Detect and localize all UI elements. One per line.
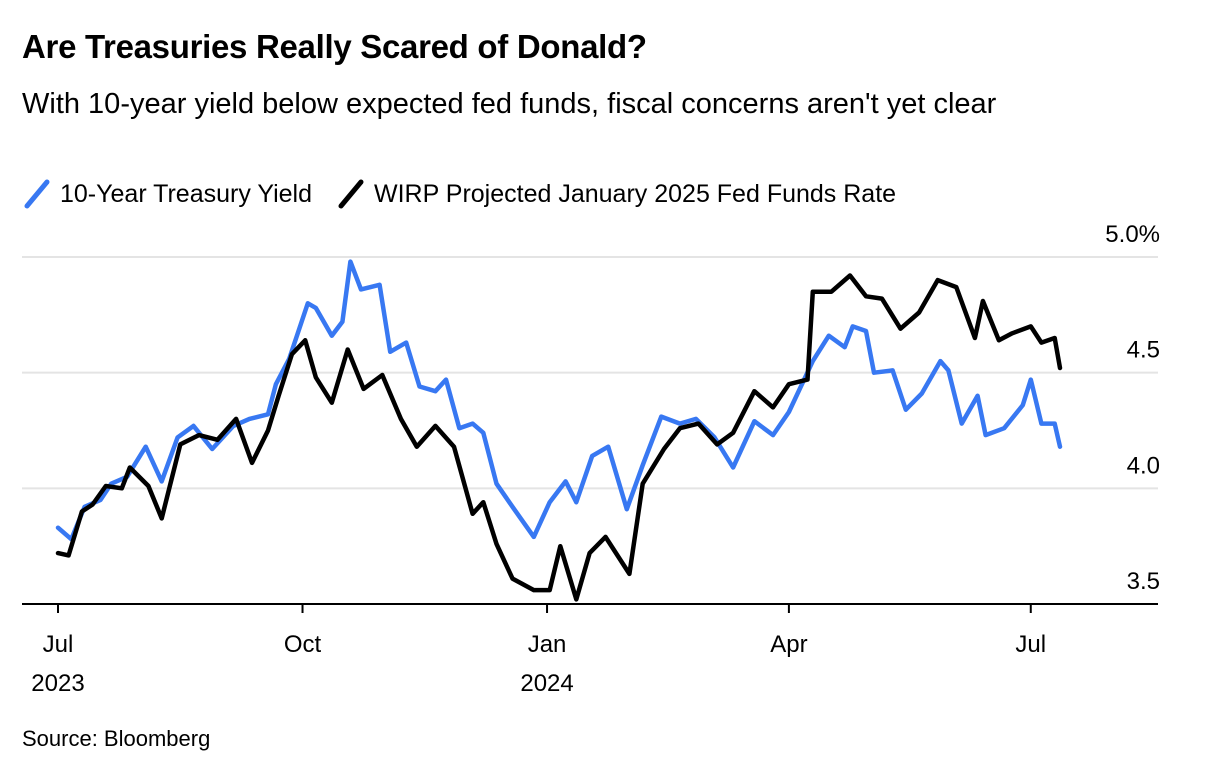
chart-title: Are Treasuries Really Scared of Donald? (22, 28, 647, 65)
x-tick-label-3: Apr (770, 631, 807, 658)
y-tick-label-2: 4.0 (1127, 452, 1160, 479)
source-note: Source: Bloomberg (22, 726, 211, 751)
legend: 10-Year Treasury Yield WIRP Projected Ja… (22, 178, 920, 210)
y-tick-label-3: 3.5 (1127, 568, 1160, 595)
series-line-10yr (55, 259, 1063, 542)
x-tick-sublabel-2: 2024 (520, 670, 573, 697)
legend-swatch-wirp (338, 179, 364, 209)
legend-label-10yr: 10-Year Treasury Yield (60, 179, 313, 208)
legend-swatch-10yr (24, 179, 50, 209)
legend-label-wirp: WIRP Projected January 2025 Fed Funds Ra… (374, 179, 897, 208)
legend-item-10yr: 10-Year Treasury Yield (22, 178, 312, 210)
series-line-wirp (55, 273, 1063, 602)
x-tick-label-0: Jul (43, 631, 74, 658)
x-tick-label-4: Jul (1015, 631, 1046, 658)
legend-item-wirp: WIRP Projected January 2025 Fed Funds Ra… (336, 178, 896, 210)
y-tick-label-1: 4.5 (1127, 337, 1160, 364)
x-tick-label-2: Jan (528, 631, 567, 658)
x-tick-label-1: Oct (284, 631, 322, 658)
y-tick-label-0: 5.0% (1105, 221, 1160, 248)
chart-subtitle: With 10-year yield below expected fed fu… (22, 88, 997, 120)
x-tick-sublabel-0: 2023 (31, 670, 84, 697)
